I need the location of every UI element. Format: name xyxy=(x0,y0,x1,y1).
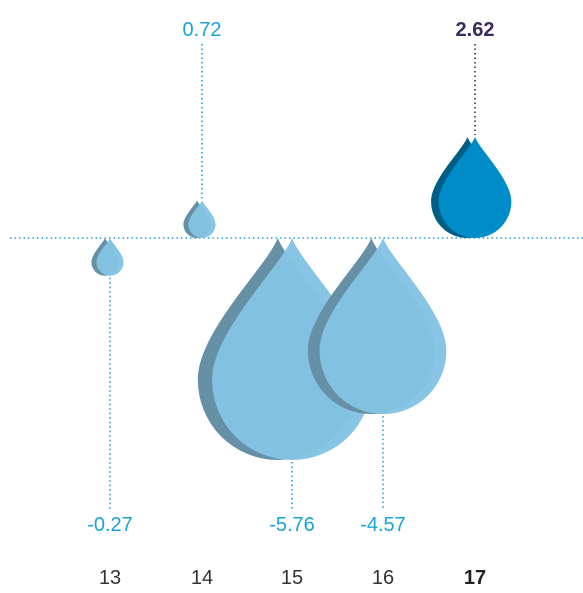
category-label-17: 17 xyxy=(464,567,486,588)
drop-16 xyxy=(319,238,447,415)
category-label-16: 16 xyxy=(372,567,394,588)
value-label-14: 0.72 xyxy=(183,19,222,41)
drop-17 xyxy=(438,137,512,238)
data-drops xyxy=(91,137,512,460)
value-label-16: -4.57 xyxy=(360,514,406,536)
value-label-17: 2.62 xyxy=(456,19,495,41)
category-label-14: 14 xyxy=(191,567,213,588)
leader-lines xyxy=(109,44,476,509)
value-labels: -0.27 0.72 -5.76 -4.57 2.62 xyxy=(87,19,494,536)
value-label-13: -0.27 xyxy=(87,514,133,536)
value-label-15: -5.76 xyxy=(269,514,315,536)
drop-13 xyxy=(96,238,124,276)
drop-14 xyxy=(188,200,216,238)
category-label-15: 15 xyxy=(281,567,303,588)
drop-15 xyxy=(212,238,372,460)
category-label-13: 13 xyxy=(99,567,121,588)
category-labels: 13 14 15 16 17 xyxy=(99,567,486,589)
